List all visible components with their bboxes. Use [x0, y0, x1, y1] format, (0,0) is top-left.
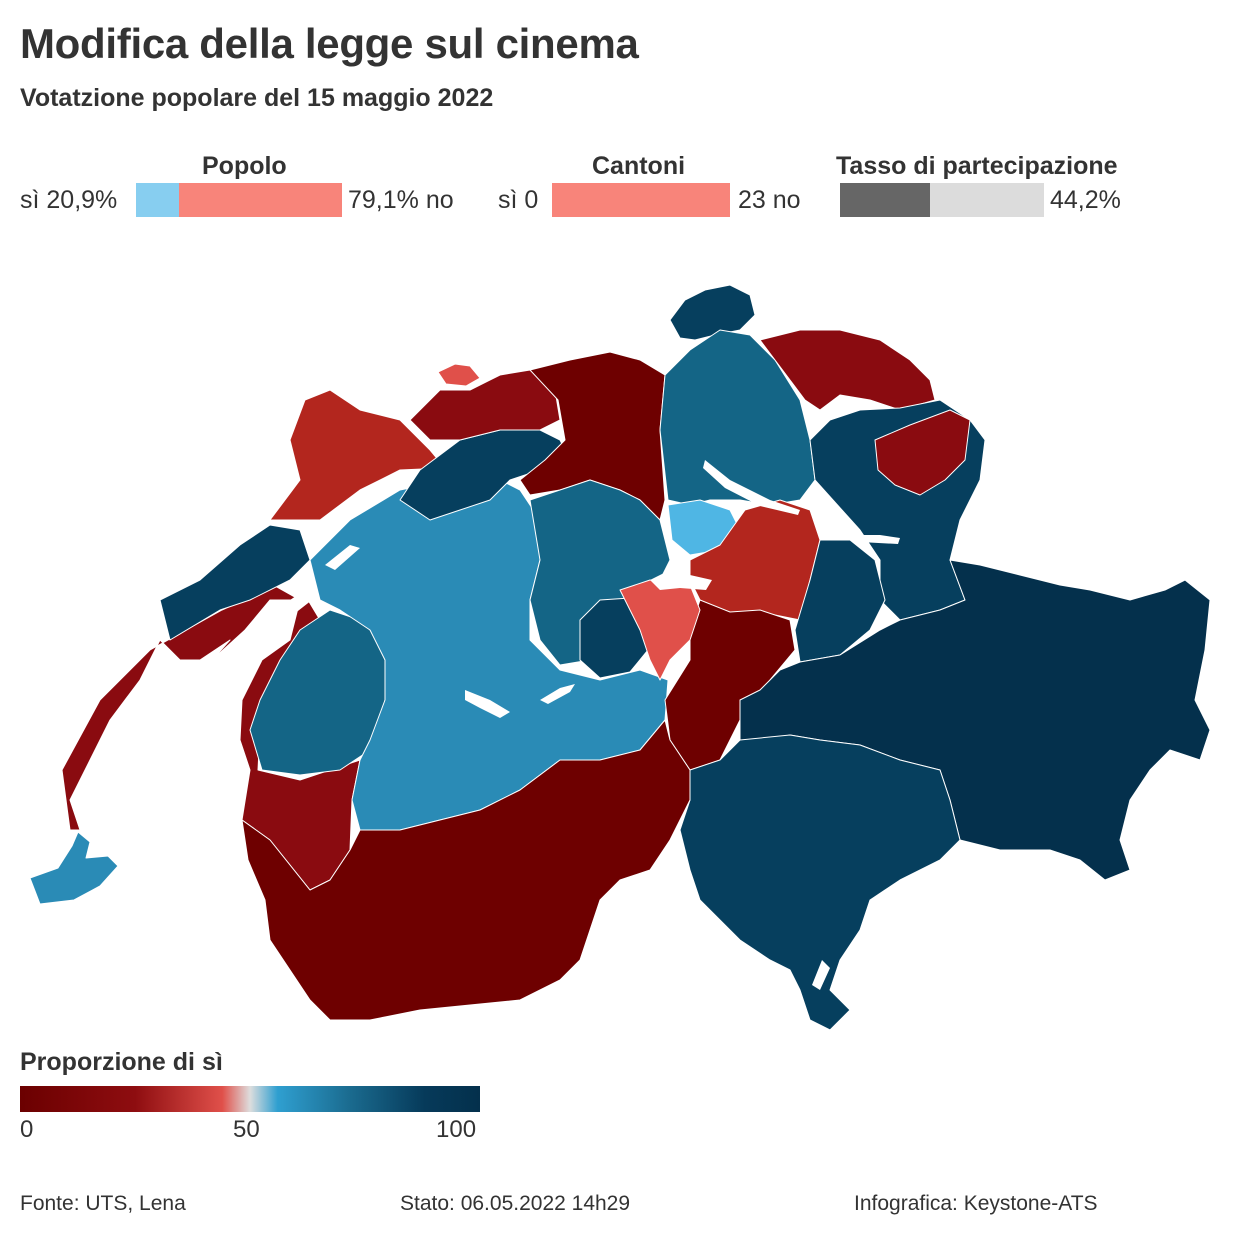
cantoni-no-label: 23 no: [738, 186, 801, 214]
popolo-bar: [136, 183, 342, 217]
legend-tick-0: 0: [20, 1116, 34, 1143]
lake-biel: [325, 545, 360, 570]
lake-lucerne: [650, 570, 712, 590]
partecipazione-title: Tasso di partecipazione: [836, 152, 1118, 180]
legend-title: Proporzione di sì: [20, 1048, 223, 1076]
region-geneva[interactable]: [29, 831, 119, 905]
region-zurich[interactable]: [659, 329, 816, 506]
chart-subtitle: Votatzione popolare del 15 maggio 2022: [20, 84, 494, 112]
chart-title: Modifica della legge sul cinema: [20, 20, 639, 67]
region-appenzell[interactable]: [874, 409, 971, 496]
region-basel-city[interactable]: [437, 363, 481, 387]
popolo-yes-label: sì 20,9%: [20, 186, 118, 214]
footer-source: Fonte: UTS, Lena: [20, 1192, 186, 1215]
lake-neuchatel: [212, 590, 312, 668]
region-schaffhausen[interactable]: [669, 284, 756, 341]
footer-credit: Infografica: Keystone-ATS: [854, 1192, 1098, 1215]
popolo-title: Popolo: [202, 152, 287, 180]
cantoni-bar: [552, 183, 730, 217]
switzerland-map: [29, 284, 1211, 1031]
legend-tick-50: 50: [233, 1116, 260, 1143]
lake-walensee: [850, 535, 900, 544]
popolo-yes-fill: [136, 183, 180, 217]
legend-tick-100: 100: [436, 1116, 477, 1143]
legend-color-scale: [20, 1086, 480, 1112]
footer-status: Stato: 06.05.2022 14h29: [400, 1192, 631, 1215]
lake-thun-brienz: [465, 690, 510, 718]
partecipazione-fill: [840, 183, 931, 217]
lake-maggiore: [812, 960, 830, 990]
partecipazione-bar: [840, 183, 1044, 217]
region-glarus[interactable]: [794, 539, 886, 663]
region-valais[interactable]: [241, 719, 691, 1021]
lake-brienz: [540, 684, 575, 704]
cantoni-title: Cantoni: [592, 152, 686, 180]
lake-geneva: [95, 800, 240, 836]
region-jura[interactable]: [269, 389, 446, 521]
region-ticino[interactable]: [679, 734, 961, 1031]
region-uri[interactable]: [664, 599, 796, 771]
region-basel[interactable]: [409, 369, 561, 441]
cantoni-yes-label: sì 0: [498, 186, 539, 214]
partecipazione-value: 44,2%: [1050, 186, 1121, 214]
popolo-no-label: 79,1% no: [348, 186, 454, 214]
lake-zurich: [703, 460, 800, 515]
